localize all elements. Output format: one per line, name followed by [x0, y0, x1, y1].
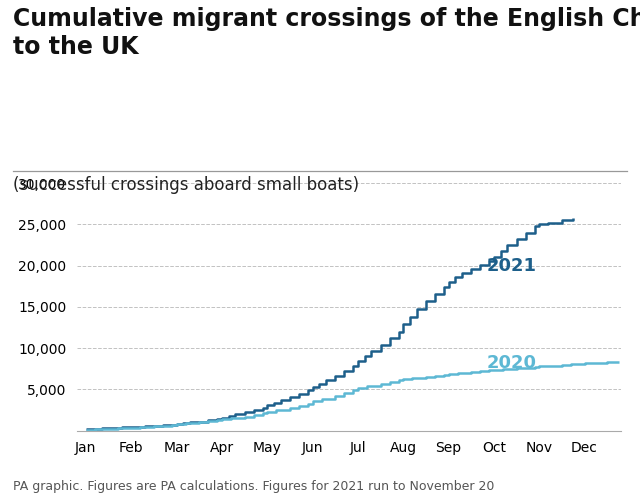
Text: Cumulative migrant crossings of the English Channel
to the UK: Cumulative migrant crossings of the Engl… [13, 7, 640, 59]
Text: 2020: 2020 [487, 354, 537, 372]
Text: 2021: 2021 [487, 257, 537, 275]
Text: PA graphic. Figures are PA calculations. Figures for 2021 run to November 20: PA graphic. Figures are PA calculations.… [13, 480, 494, 493]
Text: (successful crossings aboard small boats): (successful crossings aboard small boats… [13, 176, 359, 194]
